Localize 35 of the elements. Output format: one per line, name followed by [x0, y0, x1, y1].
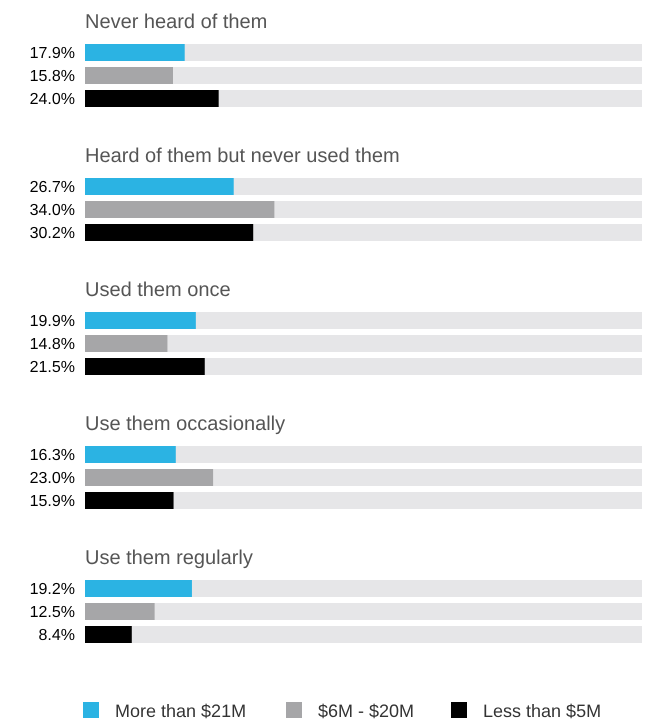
data-label: 34.0% [30, 202, 75, 219]
data-label: 26.7% [30, 179, 75, 196]
data-label: 8.4% [38, 627, 75, 644]
bar [85, 626, 132, 643]
y-tick-label: Heard of them but never used them [85, 145, 400, 167]
data-label: 23.0% [30, 470, 75, 487]
y-tick-label: Never heard of them [85, 11, 268, 33]
data-label: 19.9% [30, 313, 75, 330]
bar [85, 446, 176, 463]
y-tick-label: Use them regularly [85, 547, 253, 569]
legend-label: More than $21M [115, 701, 246, 721]
bar [85, 358, 205, 375]
bar [85, 469, 214, 486]
data-label: 17.9% [30, 45, 75, 62]
data-label: 15.9% [30, 493, 75, 510]
data-label: 16.3% [30, 447, 75, 464]
data-label: 15.8% [30, 68, 75, 85]
data-label: 12.5% [30, 604, 75, 621]
data-label: 14.8% [30, 336, 75, 353]
bar [85, 312, 196, 329]
bar [85, 335, 168, 352]
data-label: 24.0% [30, 91, 75, 108]
bar [85, 44, 185, 61]
data-label: 19.2% [30, 581, 75, 598]
y-tick-label: Used them once [85, 279, 231, 301]
data-label: 21.5% [30, 359, 75, 376]
legend-label: $6M - $20M [318, 701, 414, 721]
bar [85, 67, 174, 84]
bar [85, 580, 192, 597]
bar [85, 603, 155, 620]
legend-label: Less than $5M [483, 701, 602, 721]
y-tick-label: Use them occasionally [85, 413, 286, 435]
bar [85, 90, 219, 107]
bar [85, 492, 174, 509]
data-label: 30.2% [30, 225, 75, 242]
